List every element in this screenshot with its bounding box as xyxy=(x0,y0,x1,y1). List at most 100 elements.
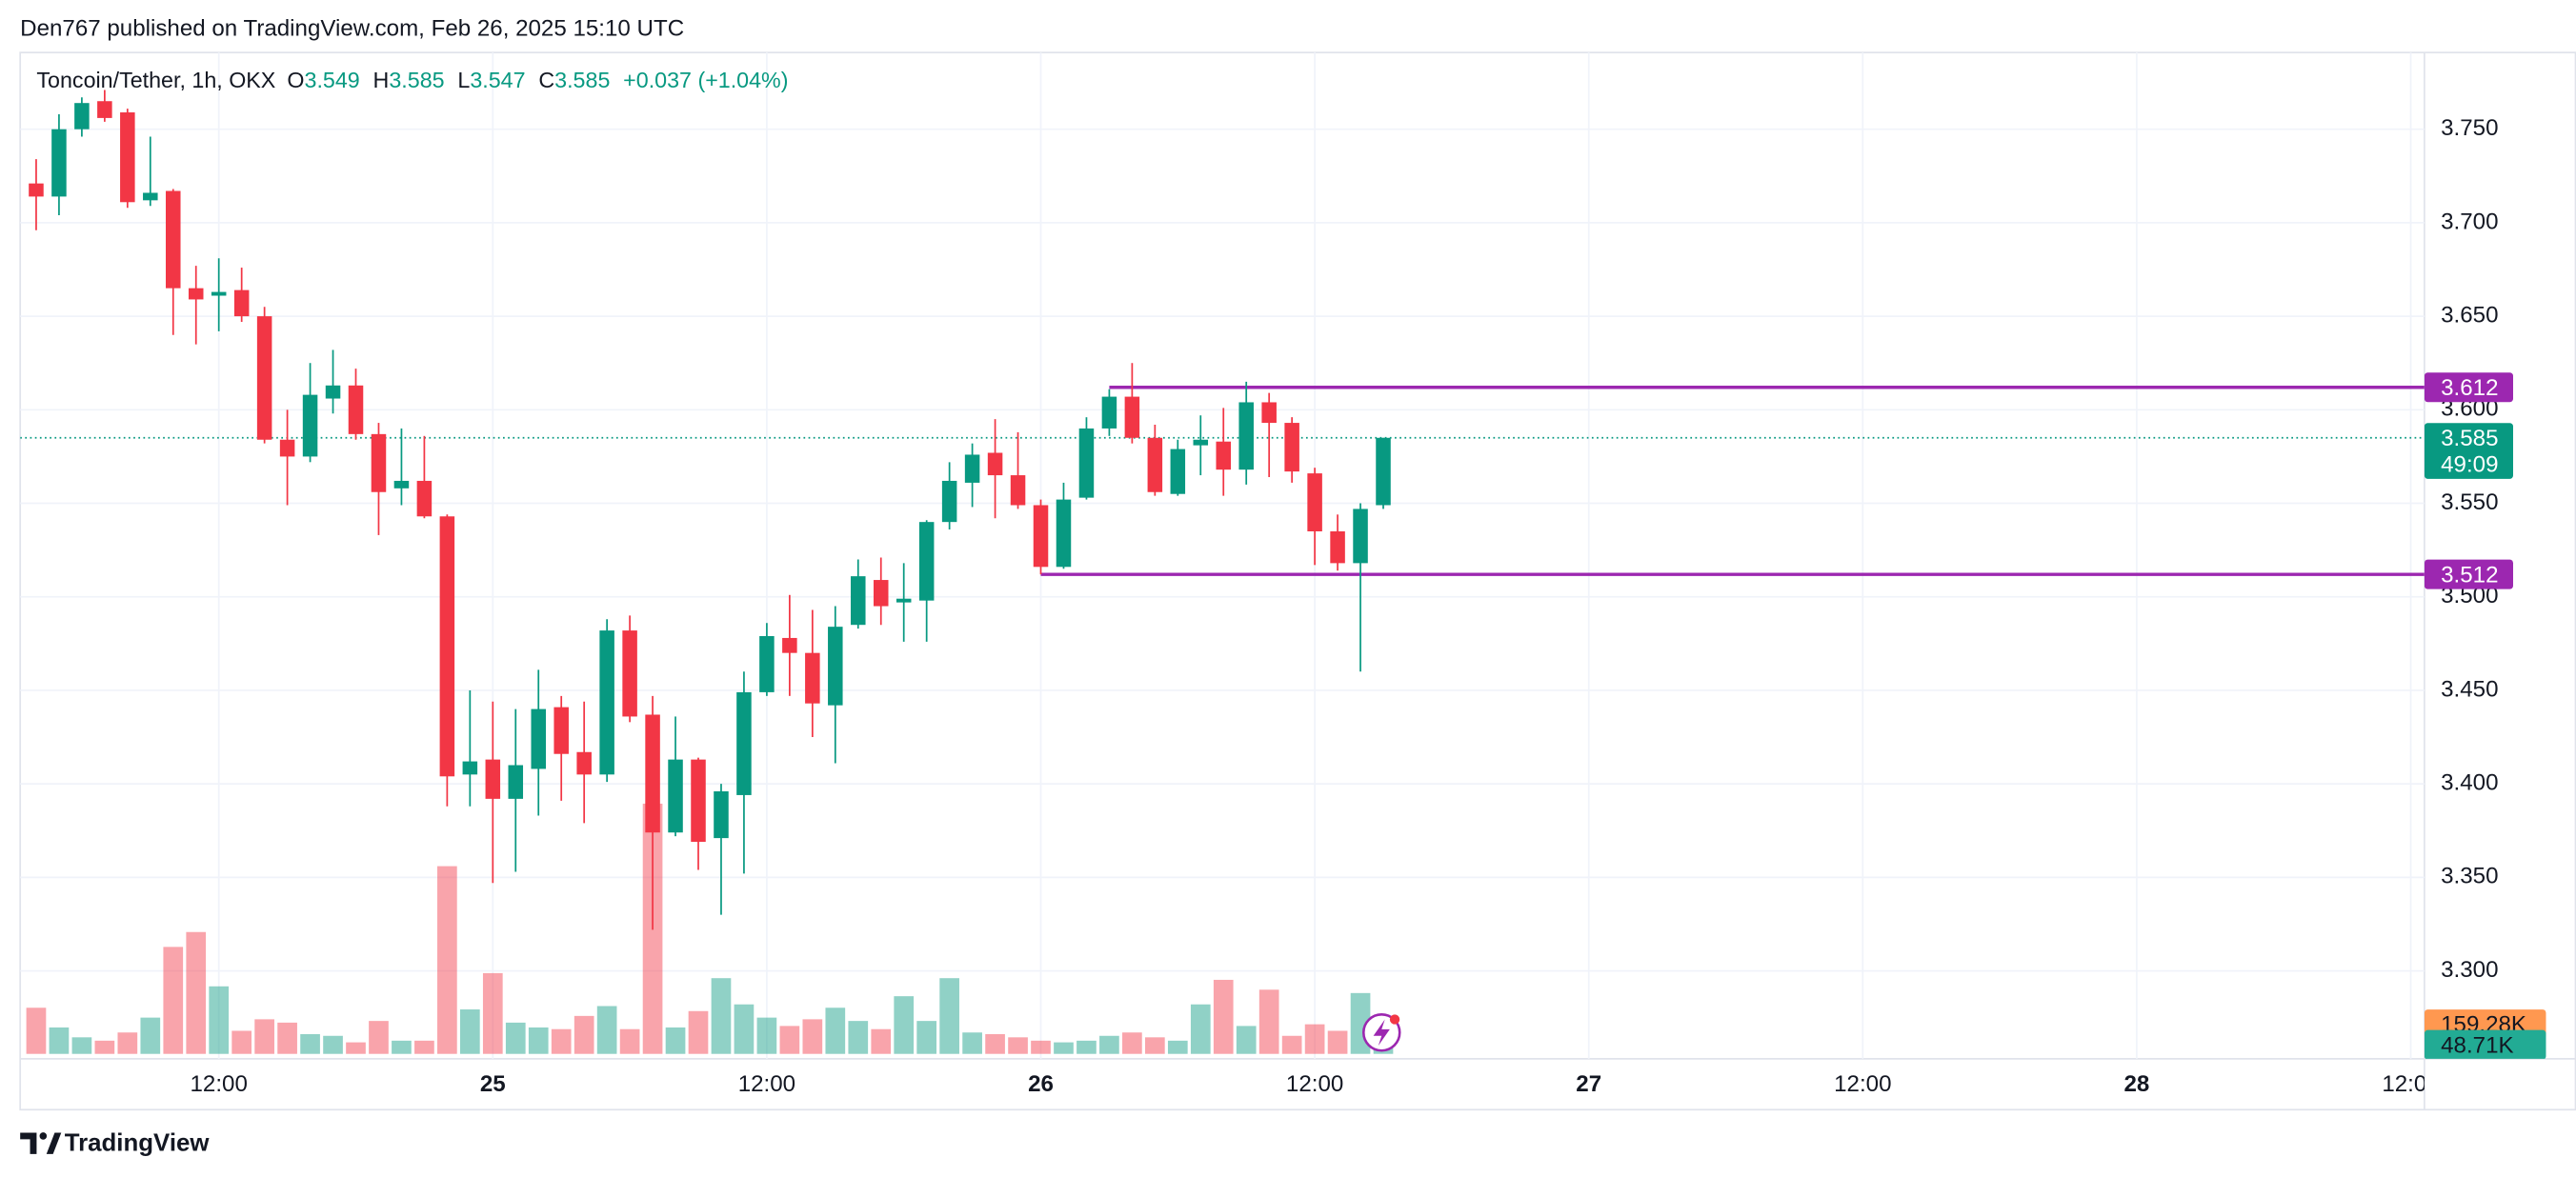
candle-body xyxy=(1307,473,1322,531)
candle-body xyxy=(143,192,158,201)
candle-body xyxy=(964,454,980,483)
volume-bar xyxy=(300,1034,320,1054)
volume-bar xyxy=(140,1017,161,1054)
candle-body xyxy=(553,707,569,754)
candle-body xyxy=(736,691,752,795)
candle-body xyxy=(1101,396,1117,429)
candle-body xyxy=(782,637,797,653)
candle-body xyxy=(416,480,433,517)
candle-body xyxy=(759,635,775,692)
candle-body xyxy=(188,288,204,300)
volume-bar xyxy=(1122,1032,1142,1054)
candle-body xyxy=(1376,437,1391,506)
volume-bar xyxy=(596,1006,617,1054)
volume-bar xyxy=(802,1019,823,1054)
y-tick-label: 3.300 xyxy=(2441,957,2498,983)
candle-body xyxy=(941,480,957,523)
candle-body xyxy=(1216,441,1232,470)
volume-bar xyxy=(551,1028,572,1054)
y-tick-label: 3.350 xyxy=(2441,864,2498,889)
volume-bar xyxy=(1190,1004,1211,1054)
candle-body xyxy=(74,103,90,130)
volume-bar xyxy=(1327,1030,1348,1054)
symbol: Toncoin/Tether, 1h, OKX xyxy=(36,68,275,92)
volume-bar xyxy=(459,1009,480,1054)
candle-body xyxy=(645,714,660,833)
legend-key: L xyxy=(457,68,470,92)
volume-bar xyxy=(1077,1040,1097,1054)
countdown: 49:09 xyxy=(2441,451,2498,477)
candle-body xyxy=(531,708,546,769)
y-tick-label: 3.450 xyxy=(2441,676,2498,702)
candle-body xyxy=(325,385,341,399)
volume-bar xyxy=(1236,1026,1257,1054)
candle-body xyxy=(1170,449,1186,494)
x-tick-label: 25 xyxy=(480,1071,506,1097)
candle-body xyxy=(462,761,478,775)
candle-body xyxy=(1010,475,1026,506)
candle-body xyxy=(668,759,683,833)
y-tick-label: 3.700 xyxy=(2441,209,2498,234)
candle-body xyxy=(279,439,295,457)
replay-icon xyxy=(1362,1013,1401,1052)
y-tick-label: 3.550 xyxy=(2441,489,2498,515)
candle-body xyxy=(29,183,44,197)
volume-bar xyxy=(1281,1035,1302,1054)
volume-bar xyxy=(1167,1040,1188,1054)
candle-body xyxy=(691,759,706,843)
volume-bar xyxy=(962,1032,982,1054)
candle-body xyxy=(918,522,935,601)
grid xyxy=(20,52,2425,1059)
x-tick-label: 12:00 xyxy=(191,1071,248,1097)
volume-bar xyxy=(254,1019,274,1054)
volume-bar xyxy=(939,978,959,1054)
brand: TradingView xyxy=(65,1129,211,1156)
volume-bar xyxy=(574,1015,594,1054)
volume-bar xyxy=(392,1040,412,1054)
chart-frame xyxy=(19,51,2576,1111)
candle-body xyxy=(120,112,135,203)
x-tick-label: 27 xyxy=(1576,1071,1601,1097)
volume-bar xyxy=(1304,1024,1325,1054)
candle-body xyxy=(1147,437,1163,492)
volume-bar xyxy=(231,1030,252,1054)
volume-bar xyxy=(1145,1037,1165,1054)
volume-bar xyxy=(323,1035,343,1054)
volume-bar xyxy=(49,1027,70,1054)
volume-bar xyxy=(26,1007,47,1054)
volume-bar xyxy=(1213,979,1234,1054)
volume-bar xyxy=(848,1021,869,1054)
candle-body xyxy=(439,516,455,777)
candle-body xyxy=(1193,439,1209,446)
candle-body xyxy=(1284,423,1299,472)
candle-body xyxy=(1056,499,1072,568)
volume-bar xyxy=(277,1022,297,1054)
volume-bar xyxy=(1008,1037,1028,1054)
volume-bar xyxy=(619,1028,640,1054)
volume-pane xyxy=(26,803,1394,1054)
volume-bar xyxy=(688,1010,709,1054)
level-tag-label: 3.612 xyxy=(2441,375,2498,401)
volume-bar xyxy=(482,972,503,1054)
volume-bar xyxy=(414,1040,434,1054)
candle-body xyxy=(1124,396,1140,438)
x-tick-label: 12:00 xyxy=(738,1071,795,1097)
volume-bar xyxy=(369,1021,389,1054)
volume-bar xyxy=(163,947,184,1054)
volume-bar xyxy=(665,1027,686,1054)
candle-body xyxy=(51,129,67,197)
x-tick-label: 12:00 xyxy=(2382,1071,2439,1097)
volume-bar xyxy=(825,1007,846,1054)
volume-bar xyxy=(916,1021,937,1054)
x-tick-label: 26 xyxy=(1028,1071,1054,1097)
candle-body xyxy=(1353,509,1368,564)
y-tick-label: 3.650 xyxy=(2441,302,2498,328)
candle-body xyxy=(599,630,614,775)
volume-bar xyxy=(94,1040,115,1054)
publisher-line: Den767 published on TradingView.com, Feb… xyxy=(20,15,684,41)
volume-bar xyxy=(894,996,915,1054)
tradingview-logo: TradingView xyxy=(20,1129,210,1156)
candle-body xyxy=(393,480,410,489)
